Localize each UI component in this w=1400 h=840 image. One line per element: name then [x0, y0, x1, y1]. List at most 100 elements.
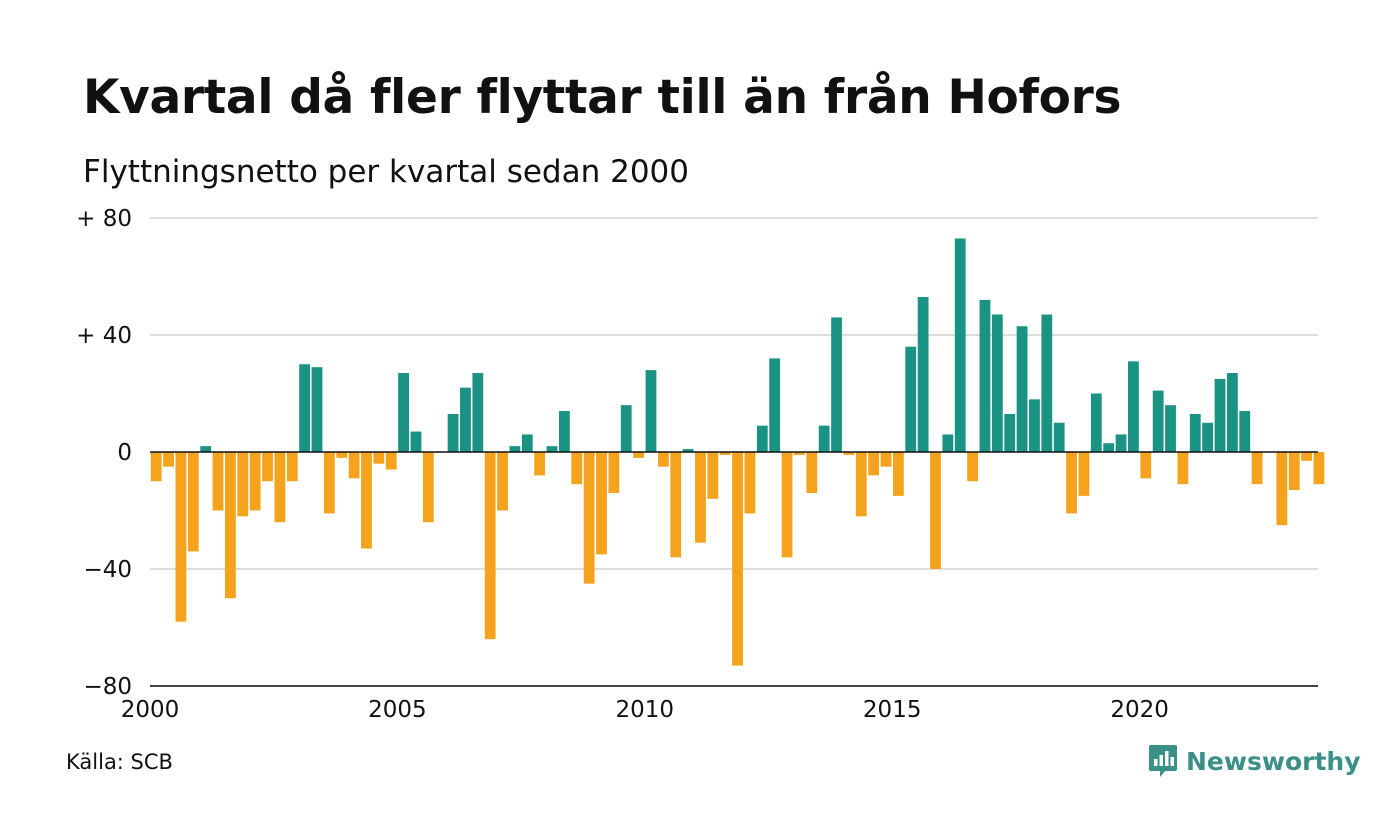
bars	[150, 238, 1325, 666]
bar	[497, 452, 508, 511]
bar	[373, 452, 385, 464]
bar	[695, 452, 706, 543]
bar	[460, 387, 471, 452]
bar	[719, 452, 731, 455]
bar	[187, 452, 199, 552]
bar	[546, 446, 558, 452]
bar	[831, 317, 842, 452]
bar	[806, 452, 818, 493]
bar	[150, 452, 162, 482]
bar	[633, 452, 645, 458]
bar	[930, 452, 941, 569]
bar	[744, 452, 756, 514]
bar	[1004, 413, 1016, 452]
bar	[843, 452, 855, 455]
logo-text: Newsworthy	[1186, 746, 1361, 776]
y-tick-label: 0	[117, 440, 132, 466]
bar	[225, 452, 236, 599]
bar	[385, 452, 397, 470]
bar	[274, 452, 286, 523]
bar	[200, 446, 212, 452]
bar	[991, 314, 1003, 452]
bar	[509, 446, 521, 452]
x-tick-label: 2015	[863, 697, 922, 723]
y-tick-label: + 40	[76, 323, 132, 349]
bar	[311, 367, 323, 452]
bar	[1103, 443, 1115, 452]
bar	[336, 452, 348, 458]
bar	[868, 452, 880, 476]
bar	[608, 452, 620, 493]
bar	[571, 452, 583, 485]
bar	[707, 452, 719, 499]
x-tick-label: 2010	[616, 697, 675, 723]
bar	[967, 452, 978, 482]
bar	[163, 452, 174, 467]
bar	[1239, 411, 1251, 452]
source-note: Källa: SCB	[66, 750, 173, 774]
bar	[645, 370, 657, 452]
bar	[1202, 422, 1214, 452]
bar	[1251, 452, 1263, 485]
chat-bubble-bar-chart-icon	[1149, 745, 1177, 777]
bar	[1140, 452, 1152, 479]
bar	[1177, 452, 1189, 485]
bar	[237, 452, 249, 517]
bar	[818, 425, 830, 452]
bar	[410, 431, 422, 452]
bar	[559, 411, 570, 452]
newsworthy-logo: Newsworthy	[1148, 744, 1361, 778]
bar	[521, 434, 533, 452]
bar	[249, 452, 261, 511]
bar	[299, 364, 311, 452]
bar	[855, 452, 867, 517]
bar	[769, 358, 781, 452]
bar	[1041, 314, 1053, 452]
bar	[682, 449, 694, 452]
bar	[1165, 405, 1176, 452]
bar	[657, 452, 669, 467]
bar	[1066, 452, 1077, 514]
bar	[732, 452, 743, 666]
bar	[286, 452, 298, 482]
bar	[447, 413, 459, 452]
bar	[1288, 452, 1300, 491]
bar	[954, 238, 966, 452]
bar	[1128, 361, 1139, 452]
bar	[781, 452, 793, 558]
bar	[979, 299, 991, 452]
bar	[361, 452, 372, 549]
bar	[1090, 393, 1102, 452]
bar	[942, 434, 954, 452]
chart-title: Kvartal då fler flyttar till än från Hof…	[83, 70, 1122, 125]
bar	[472, 373, 484, 452]
y-tick-label: + 80	[76, 206, 132, 232]
bar	[398, 373, 409, 452]
bar	[1214, 378, 1226, 453]
bar	[1029, 399, 1040, 452]
bar	[348, 452, 360, 479]
x-tick-label: 2000	[121, 697, 180, 723]
bar	[534, 452, 546, 476]
y-tick-label: −80	[83, 674, 132, 700]
bar	[1115, 434, 1127, 452]
bar	[1313, 452, 1325, 485]
bar	[262, 452, 273, 482]
x-tick-label: 2005	[368, 697, 427, 723]
bar	[1301, 452, 1312, 461]
bar	[1016, 326, 1028, 452]
bar	[917, 296, 929, 452]
bar	[175, 452, 187, 622]
x-tick-label: 2020	[1110, 697, 1169, 723]
bar	[794, 452, 805, 455]
chart-subtitle: Flyttningsnetto per kvartal sedan 2000	[83, 154, 689, 190]
bar	[620, 405, 632, 452]
bar	[1226, 373, 1238, 452]
bar	[892, 452, 904, 496]
bar	[212, 452, 224, 511]
bar	[583, 452, 595, 584]
bar	[596, 452, 607, 555]
bar	[1078, 452, 1090, 496]
